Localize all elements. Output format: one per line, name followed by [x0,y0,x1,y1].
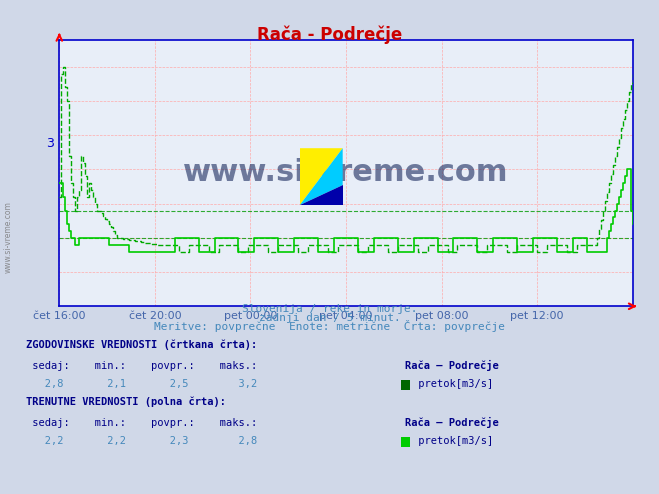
Text: 2,8       2,1       2,5        3,2: 2,8 2,1 2,5 3,2 [26,379,258,389]
Text: Meritve: povprečne  Enote: metrične  Črta: povprečje: Meritve: povprečne Enote: metrične Črta:… [154,320,505,332]
Polygon shape [300,185,343,205]
Text: Rača – Podrečje: Rača – Podrečje [405,417,499,428]
Text: pretok[m3/s]: pretok[m3/s] [412,379,493,389]
Text: Rača - Podrečje: Rača - Podrečje [257,26,402,44]
Text: ZGODOVINSKE VREDNOSTI (črtkana črta):: ZGODOVINSKE VREDNOSTI (črtkana črta): [26,340,258,350]
Text: pretok[m3/s]: pretok[m3/s] [412,436,493,446]
Text: Rača – Podrečje: Rača – Podrečje [405,360,499,371]
Text: zadnji dan / 5 minut.: zadnji dan / 5 minut. [258,313,401,323]
Text: TRENUTNE VREDNOSTI (polna črta):: TRENUTNE VREDNOSTI (polna črta): [26,397,226,407]
Text: 2,2       2,2       2,3        2,8: 2,2 2,2 2,3 2,8 [26,436,258,446]
Polygon shape [300,148,343,205]
Polygon shape [300,148,343,205]
Text: sedaj:    min.:    povpr.:    maks.:: sedaj: min.: povpr.: maks.: [26,361,258,371]
Text: Slovenija / reke in morje.: Slovenija / reke in morje. [242,304,417,314]
Text: www.si-vreme.com: www.si-vreme.com [183,159,509,187]
Text: www.si-vreme.com: www.si-vreme.com [4,201,13,273]
Text: sedaj:    min.:    povpr.:    maks.:: sedaj: min.: povpr.: maks.: [26,418,258,428]
